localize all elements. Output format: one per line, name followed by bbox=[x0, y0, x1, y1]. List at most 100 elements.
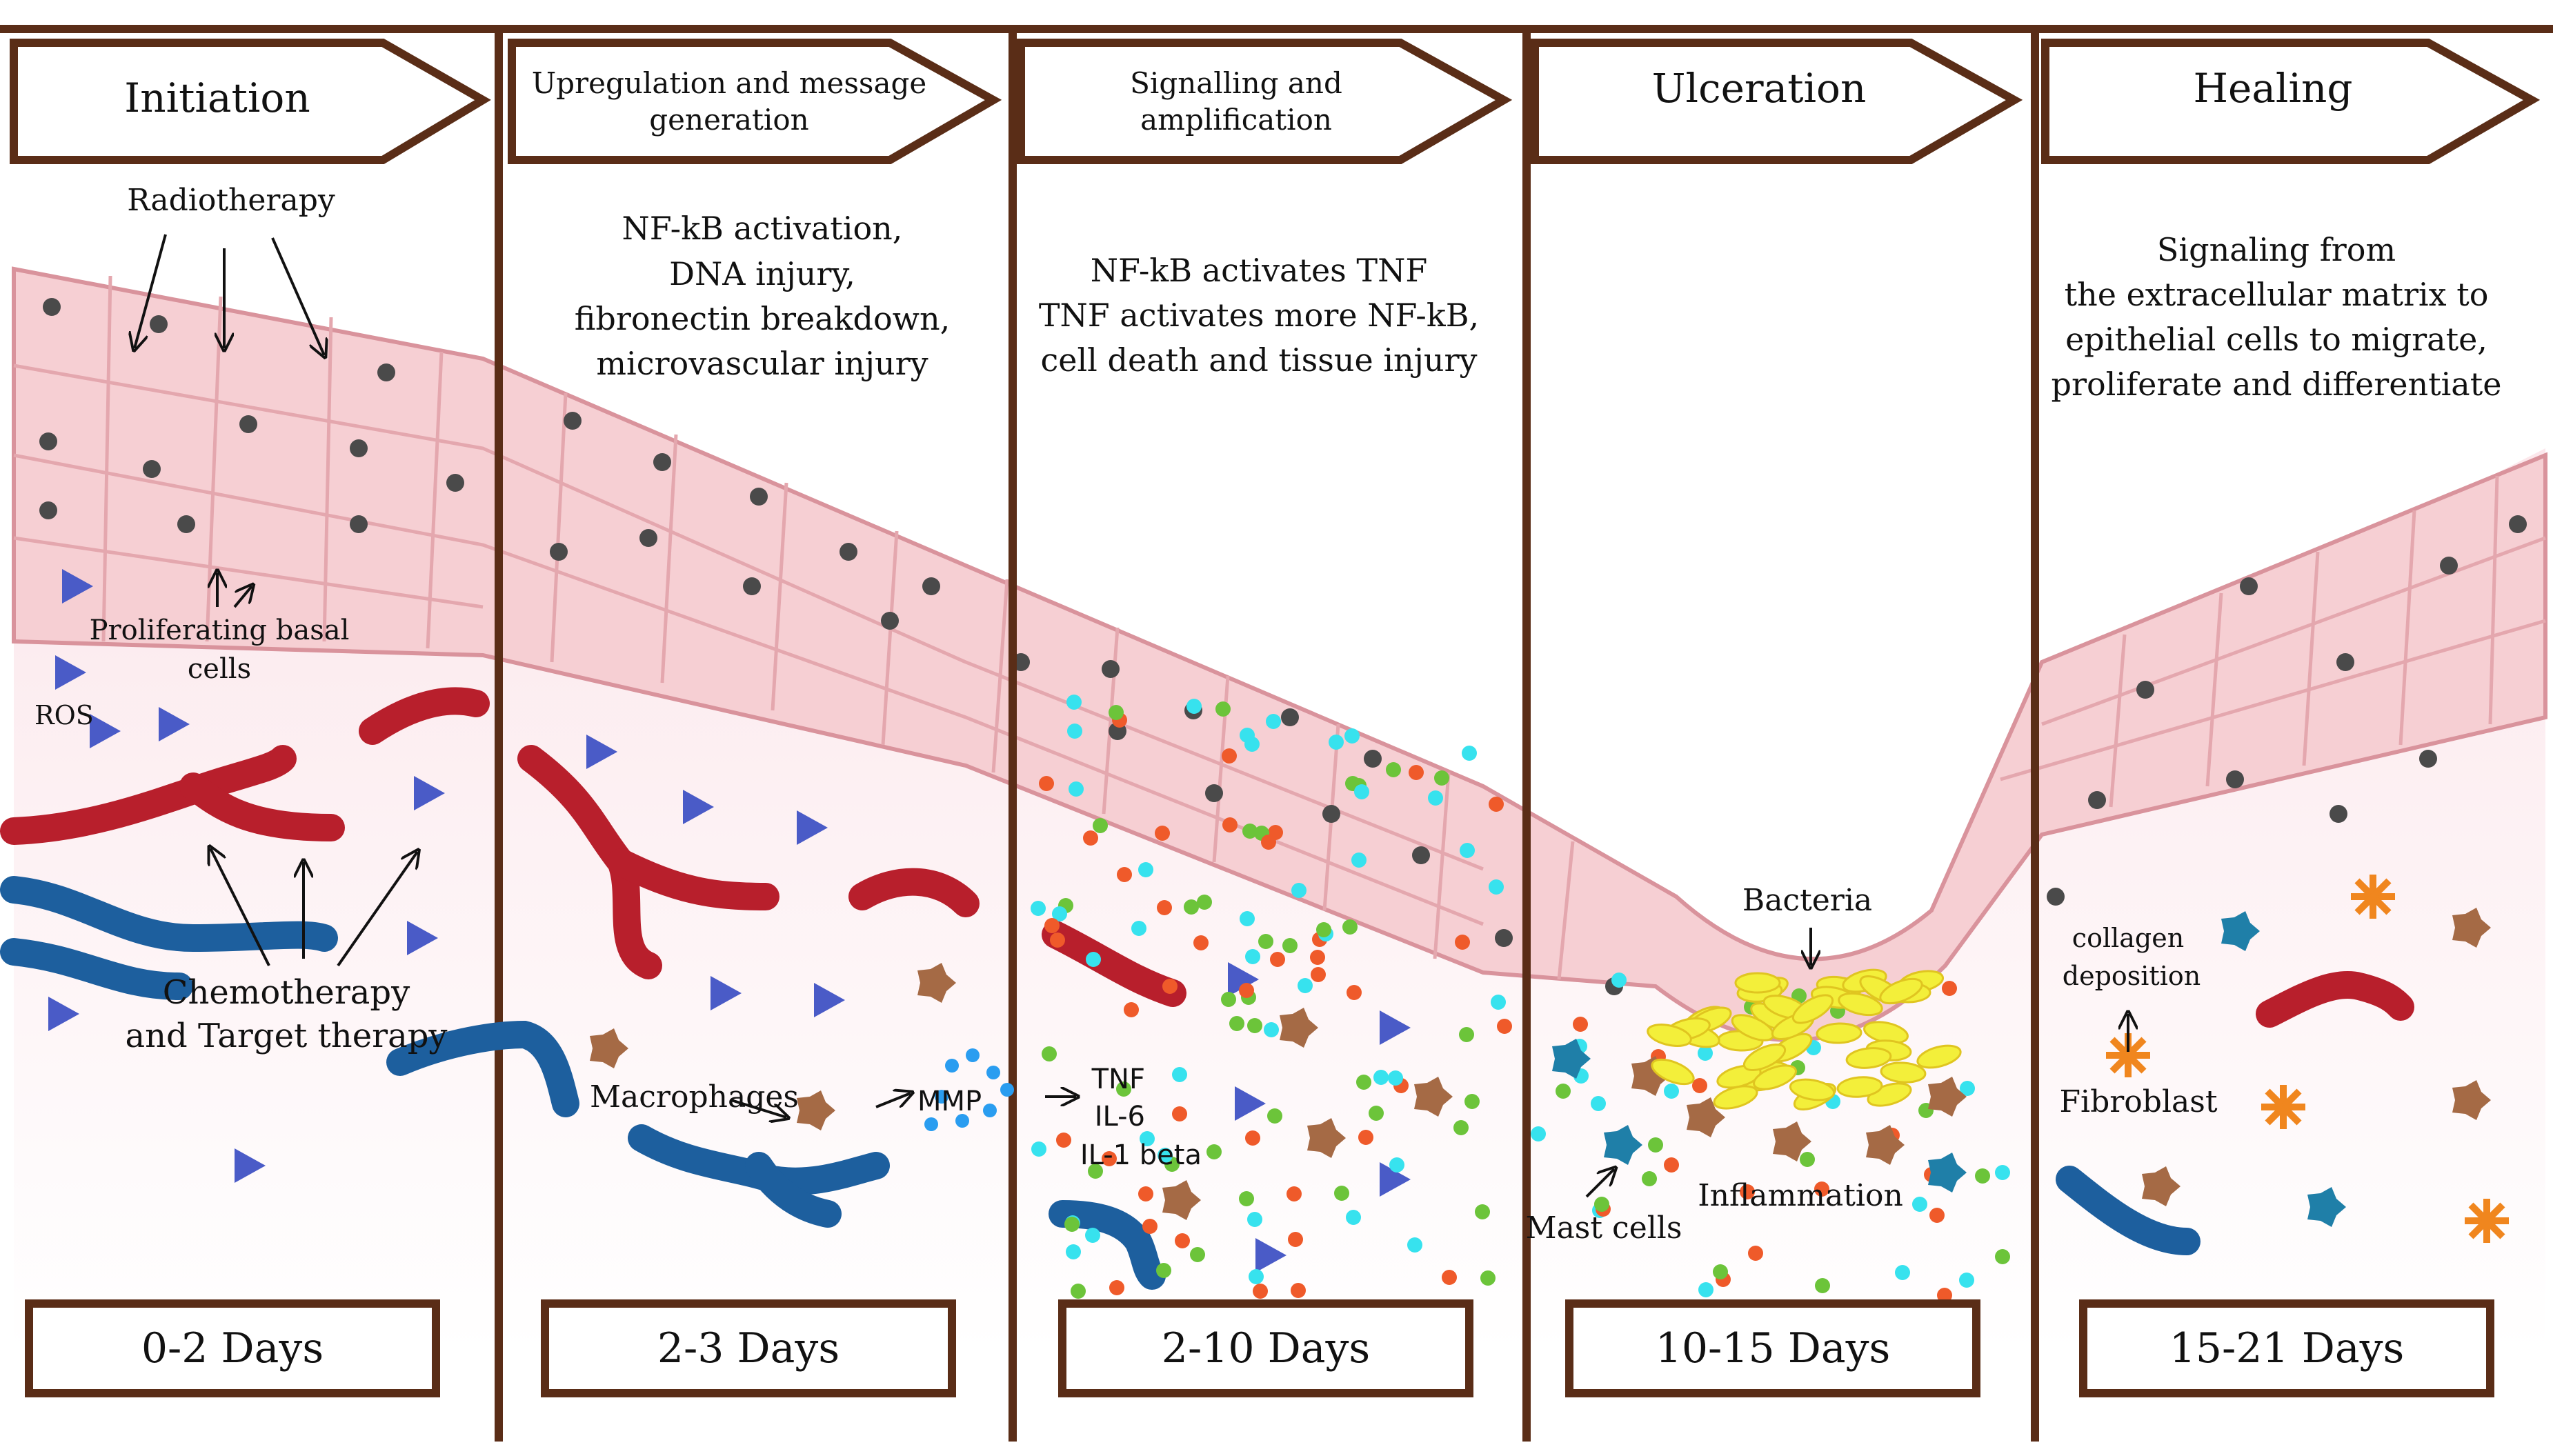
mmp-cluster bbox=[924, 1048, 1014, 1131]
nucleus bbox=[43, 298, 61, 316]
nucleus bbox=[2509, 515, 2527, 533]
desc-healing-1: Signaling from bbox=[2157, 231, 2396, 268]
cytokine-dot bbox=[1157, 900, 1172, 915]
ros-triangle bbox=[62, 569, 93, 604]
cytokine-dot bbox=[1190, 1247, 1205, 1262]
cytokine-dot bbox=[1291, 883, 1307, 898]
cytokine-dot bbox=[1282, 938, 1298, 953]
ros-triangle bbox=[711, 976, 742, 1010]
cytokine-dot bbox=[1358, 1130, 1373, 1145]
annotation-labels: Radiotherapy Proliferating basal cells R… bbox=[34, 183, 2218, 1246]
cytokine-dot bbox=[1975, 1168, 1990, 1184]
cytokine-dot bbox=[1222, 817, 1238, 832]
bacterium bbox=[1713, 1085, 1758, 1110]
cytokine-dot bbox=[1242, 824, 1258, 839]
cytokine-dot bbox=[1162, 979, 1178, 994]
ros-triangle bbox=[407, 921, 438, 955]
cytokine-dot bbox=[1138, 862, 1153, 877]
cytokine-dot bbox=[1131, 921, 1146, 936]
label-collagen-1: collagen bbox=[2072, 923, 2184, 953]
cytokine-dot bbox=[1247, 1212, 1262, 1227]
mast-cell bbox=[1552, 1039, 1591, 1079]
nucleus bbox=[150, 315, 168, 333]
days-initiation: 0-2 Days bbox=[141, 1324, 324, 1373]
bacterium bbox=[1753, 1064, 1797, 1090]
cytokine-dot bbox=[1556, 1084, 1571, 1099]
macrophage-cell bbox=[1687, 1097, 1725, 1137]
ros-triangle bbox=[159, 707, 190, 741]
cytokine-dot bbox=[1531, 1126, 1546, 1141]
cytokine-dot bbox=[1664, 1084, 1679, 1099]
desc-upregulation-1: NF-kB activation, bbox=[622, 210, 903, 247]
label-ros: ROS bbox=[34, 700, 94, 730]
cytokine-dot bbox=[1102, 1151, 1117, 1166]
nucleus bbox=[881, 612, 899, 630]
cytokine-dot bbox=[1995, 1249, 2010, 1264]
cytokine-dot bbox=[1434, 770, 1449, 786]
bacterium bbox=[1838, 992, 1883, 1017]
cytokine-dot bbox=[1138, 1186, 1153, 1201]
ros-particles bbox=[48, 569, 1411, 1273]
cytokine-dot bbox=[1995, 1165, 2010, 1180]
cytokine-dot bbox=[1648, 1137, 1663, 1153]
label-mmp: MMP bbox=[917, 1086, 982, 1117]
desc-upregulation-2: DNA injury, bbox=[669, 255, 855, 292]
label-tnf: TNF bbox=[1091, 1064, 1145, 1095]
cytokine-dot bbox=[1229, 1016, 1244, 1031]
nucleus bbox=[143, 460, 161, 478]
cytokine-dot bbox=[1264, 1022, 1279, 1037]
nucleus bbox=[840, 543, 857, 561]
nucleus bbox=[750, 488, 768, 506]
cytokine-dot bbox=[1258, 934, 1273, 949]
macrophage-cell bbox=[2452, 908, 2491, 948]
cytokine-dot bbox=[1064, 1217, 1080, 1232]
bacterium bbox=[1651, 1058, 1695, 1086]
cytokine-dot bbox=[1407, 1237, 1422, 1253]
cytokine-dot bbox=[1912, 1197, 1927, 1212]
cytokine-dot bbox=[1347, 985, 1362, 1000]
cytokine-dot bbox=[1222, 748, 1237, 764]
cytokine-dot bbox=[1329, 735, 1344, 750]
fibroblast-cell bbox=[2106, 1033, 2150, 1077]
nucleus bbox=[1281, 708, 1299, 726]
nucleus bbox=[39, 432, 57, 450]
mast-cell bbox=[2221, 911, 2260, 951]
macrophage-cell bbox=[1866, 1125, 1905, 1165]
desc-signalling-3: cell death and tissue injury bbox=[1040, 341, 1477, 379]
cytokine-dot bbox=[1085, 1228, 1100, 1243]
cytokine-dot bbox=[1369, 1106, 1384, 1121]
cytokine-dot bbox=[1462, 746, 1477, 761]
cytokine-dot bbox=[1093, 818, 1108, 833]
cytokine-dot bbox=[1245, 949, 1260, 964]
cytokine-dot bbox=[1388, 1070, 1403, 1086]
nucleus bbox=[1364, 750, 1382, 768]
header-arrow-initiation bbox=[10, 39, 491, 164]
cytokine-dot bbox=[1342, 919, 1358, 935]
nucleus bbox=[922, 577, 940, 595]
cytokine-dot bbox=[1086, 952, 1101, 967]
cytokine-dot bbox=[1193, 935, 1209, 950]
cytokine-dot bbox=[1031, 901, 1046, 916]
day-boxes: 0-2 Days 2-3 Days 2-10 Days 10-15 Days 1… bbox=[25, 1299, 2494, 1397]
header-initiation: Initiation bbox=[124, 74, 310, 121]
desc-upregulation-4: microvascular injury bbox=[596, 345, 928, 382]
stage-descriptions: NF-kB activation, DNA injury, fibronecti… bbox=[575, 210, 2502, 403]
cytokine-dot bbox=[1050, 933, 1065, 948]
header-upregulation-line1: Upregulation and message bbox=[532, 66, 927, 100]
cytokine-dot bbox=[1344, 728, 1360, 744]
header-arrow-signalling bbox=[1017, 39, 1513, 164]
cytokine-dot bbox=[1740, 1184, 1755, 1199]
macrophage-cell bbox=[2452, 1080, 2491, 1120]
nucleus bbox=[1322, 805, 1340, 823]
cytokine-dot bbox=[1240, 728, 1255, 743]
cytokine-dot bbox=[1346, 1210, 1361, 1225]
cytokine-dot bbox=[1334, 1186, 1349, 1201]
desc-signalling-1: NF-kB activates TNF bbox=[1091, 252, 1428, 289]
cytokine-dot bbox=[1069, 781, 1084, 797]
nucleus bbox=[564, 412, 582, 430]
cytokine-dot bbox=[1067, 724, 1082, 739]
cytokine-dot bbox=[1071, 1284, 1086, 1299]
ros-triangle bbox=[1255, 1238, 1287, 1273]
label-fibroblast: Fibroblast bbox=[2059, 1084, 2217, 1119]
cytokine-dot bbox=[1039, 776, 1054, 791]
